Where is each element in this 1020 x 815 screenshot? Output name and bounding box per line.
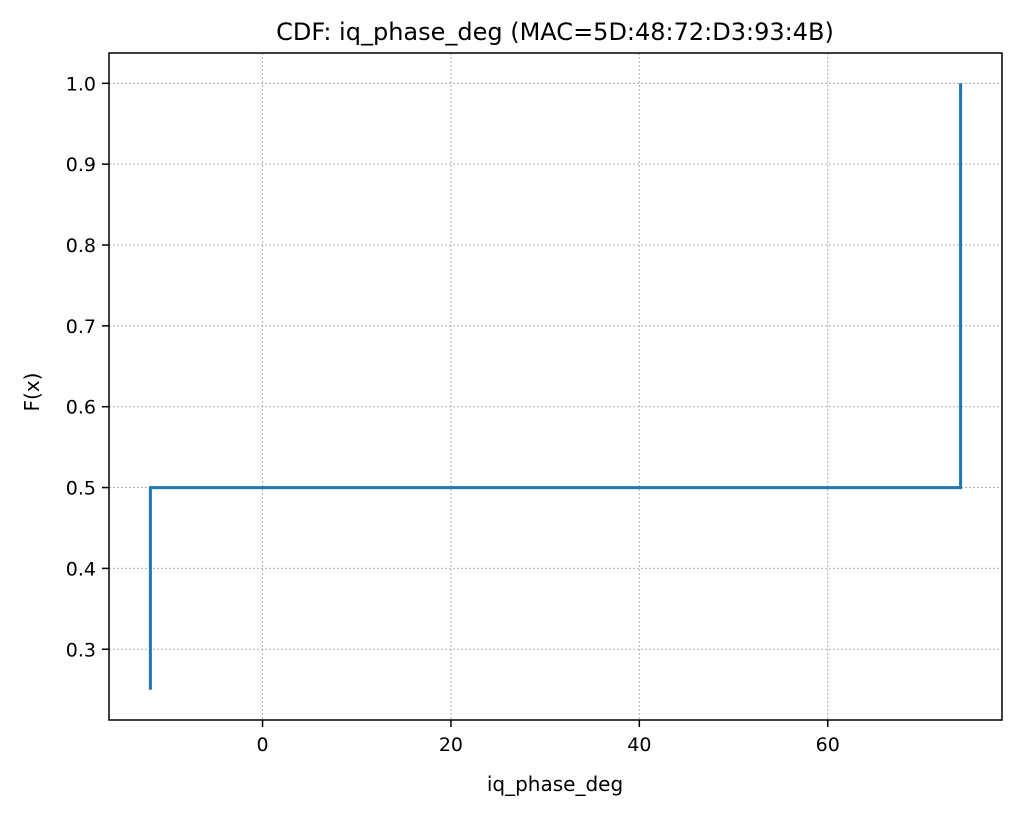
y-tick-label: 0.4 [66,558,96,580]
x-tick-label: 20 [439,734,463,756]
chart-title: CDF: iq_phase_deg (MAC=5D:48:72:D3:93:4B… [276,18,834,46]
plot-frame [108,52,1003,721]
y-tick-label: 0.8 [66,235,96,257]
grid [109,53,1002,720]
x-tick-label: 60 [816,734,840,756]
y-tick-label: 0.5 [66,478,96,500]
y-axis-label: F(x) [20,373,44,412]
y-tick-label: 0.6 [66,397,96,419]
y-axis-ticks: 0.3 0.4 0.5 0.6 0.7 0.8 0.9 1.0 [66,73,109,661]
y-tick-label: 1.0 [66,73,96,95]
y-tick-label: 0.9 [66,154,96,176]
x-axis-label: iq_phase_deg [487,772,623,796]
x-tick-label: 0 [256,734,268,756]
cdf-step-line [148,83,963,690]
series-layer [148,83,963,690]
y-tick-label: 0.3 [66,639,96,661]
x-tick-label: 40 [627,734,651,756]
y-tick-label: 0.7 [66,316,96,338]
x-axis-ticks: 0 20 40 60 [256,720,840,756]
